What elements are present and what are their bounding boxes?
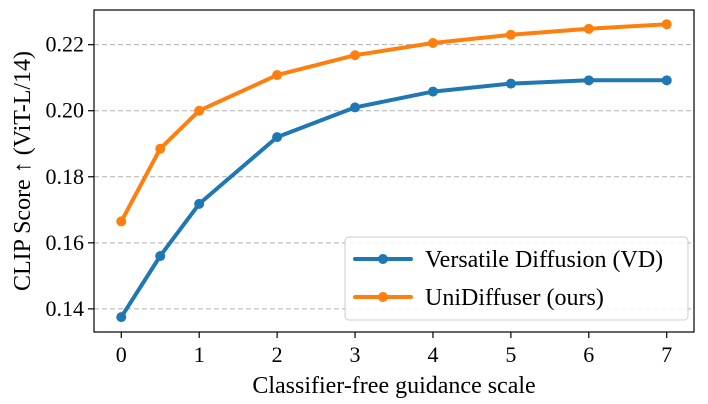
legend: Versatile Diffusion (VD) UniDiffuser (our… xyxy=(344,236,689,321)
data-point xyxy=(505,78,516,89)
data-point xyxy=(350,102,361,113)
data-point xyxy=(155,251,166,262)
legend-marker xyxy=(378,292,388,302)
data-point xyxy=(583,75,594,86)
data-point xyxy=(272,132,283,143)
data-point xyxy=(272,70,283,81)
x-tick-label: 0 xyxy=(116,342,127,367)
x-tick-label: 4 xyxy=(427,342,438,367)
data-point xyxy=(194,198,205,209)
data-point xyxy=(155,143,166,154)
data-point xyxy=(194,105,205,116)
y-tick-label: 0.16 xyxy=(46,230,85,255)
plot-frame xyxy=(93,9,695,333)
y-tick-label: 0.14 xyxy=(46,296,85,321)
series-lines xyxy=(116,19,672,323)
data-point xyxy=(116,216,127,227)
data-point xyxy=(661,19,672,30)
y-tick-label: 0.22 xyxy=(46,32,85,57)
y-tick-label: 0.20 xyxy=(46,98,85,123)
data-point xyxy=(583,23,594,34)
legend-marker xyxy=(378,254,388,264)
data-point xyxy=(427,38,438,49)
legend-label: Versatile Diffusion (VD) xyxy=(425,247,663,273)
x-tick-label: 1 xyxy=(194,342,205,367)
legend-label: UniDiffuser (ours) xyxy=(425,285,604,311)
data-point xyxy=(350,50,361,61)
y-axis-label: CLIP Score ↑ (ViT-L/14) xyxy=(10,51,36,291)
x-tick-label: 6 xyxy=(583,342,594,367)
x-tick-label: 2 xyxy=(272,342,283,367)
data-point xyxy=(661,75,672,86)
x-axis-label: Classifier-free guidance scale xyxy=(252,373,535,399)
data-point xyxy=(505,29,516,40)
data-point xyxy=(116,312,127,323)
legend-box xyxy=(344,236,689,321)
x-tick-label: 7 xyxy=(661,342,672,367)
y-tick-label: 0.18 xyxy=(46,164,85,189)
axis-ticks: 0.14 0.16 0.18 0.20 0.22 0 1 2 3 4 5 6 7 xyxy=(46,32,673,367)
x-tick-label: 5 xyxy=(505,342,516,367)
series-line xyxy=(119,22,669,224)
data-point xyxy=(427,86,438,97)
x-tick-label: 3 xyxy=(350,342,361,367)
